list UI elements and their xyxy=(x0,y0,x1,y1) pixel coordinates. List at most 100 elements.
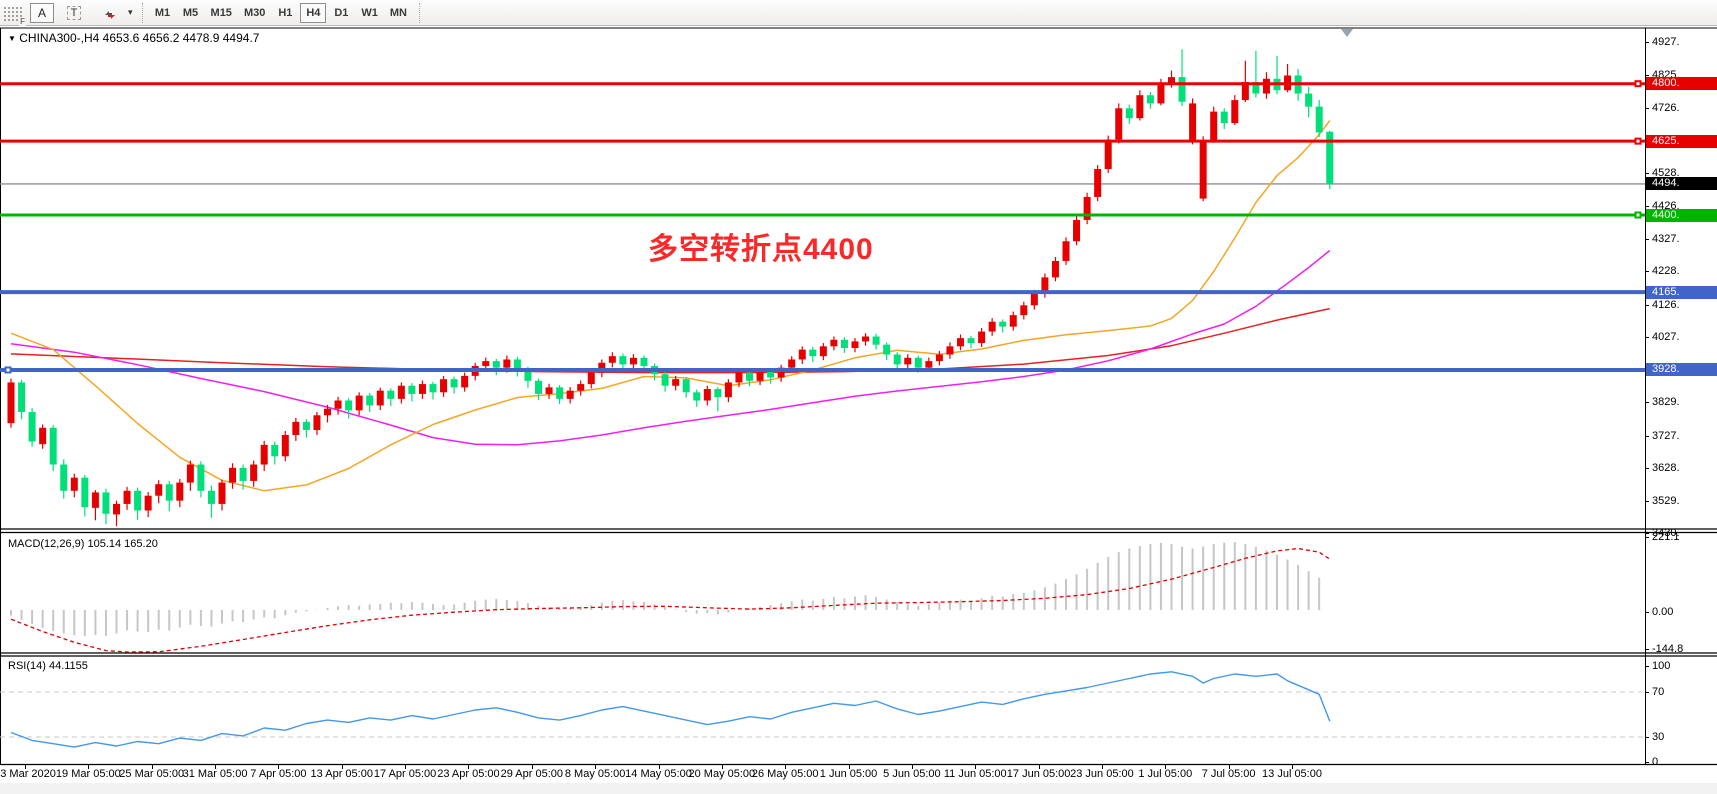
date-tick xyxy=(1101,765,1103,769)
date-label: 26 May 05:00 xyxy=(751,768,819,780)
candle xyxy=(714,389,722,398)
candle xyxy=(1178,77,1186,102)
candle xyxy=(914,357,922,368)
candle xyxy=(693,392,701,401)
timeframe-button-MN[interactable]: MN xyxy=(385,3,412,23)
text-label-tool-button[interactable]: T xyxy=(62,3,86,23)
bottom-strip xyxy=(0,783,1717,794)
candle xyxy=(703,389,711,401)
price-tick xyxy=(1645,271,1649,273)
candle xyxy=(1094,169,1102,197)
cursor-arrows-icon[interactable] xyxy=(94,2,126,24)
ma-orange-line xyxy=(10,120,1331,492)
candle xyxy=(134,490,142,511)
date-tick xyxy=(405,765,407,769)
candle xyxy=(1210,111,1218,141)
date-label: 17 Jun 05:00 xyxy=(1006,768,1071,780)
ma-red-line xyxy=(10,307,1330,374)
price-tick-label: 4528. xyxy=(1652,166,1680,179)
timeframe-button-H1[interactable]: H1 xyxy=(272,3,298,23)
date-label: 13 Apr 05:00 xyxy=(310,768,373,780)
timeframe-button-M5[interactable]: M5 xyxy=(178,3,204,23)
chart-shift-marker-icon[interactable] xyxy=(1341,29,1353,37)
date-tick xyxy=(911,765,913,769)
candle xyxy=(1220,111,1228,124)
candle xyxy=(387,390,395,399)
dropdown-caret-icon[interactable]: ▾ xyxy=(128,7,133,17)
candle xyxy=(1009,315,1017,327)
ma-magenta-line xyxy=(10,249,1331,446)
timeframe-toolbar: M1 M5 M15 M30 H1 H4 D1 W1 MN xyxy=(150,2,412,23)
price-tick xyxy=(1645,42,1649,43)
candle xyxy=(1315,106,1323,133)
candle xyxy=(397,385,405,399)
candle xyxy=(756,370,764,381)
price-tick-label: 4027. xyxy=(1652,331,1680,344)
macd-tick xyxy=(1645,612,1649,613)
candle xyxy=(988,321,996,332)
price-tick-label: 4726. xyxy=(1652,101,1680,114)
candle xyxy=(1051,260,1059,278)
candle xyxy=(155,484,163,496)
candle xyxy=(229,467,237,483)
candle xyxy=(819,346,827,357)
candle xyxy=(629,357,637,365)
candle xyxy=(482,361,490,367)
date-label: 31 Mar 05:00 xyxy=(182,768,248,780)
timeframe-button-M1[interactable]: M1 xyxy=(150,3,176,23)
candle xyxy=(7,382,15,424)
price-tick-label: 4228. xyxy=(1652,265,1680,278)
candle xyxy=(1136,95,1144,119)
candle xyxy=(946,346,954,355)
candle xyxy=(925,361,933,368)
candle xyxy=(1073,219,1081,242)
candle xyxy=(1305,93,1313,107)
date-label: 25 Mar 05:00 xyxy=(119,768,185,780)
date-label: 20 May 05:00 xyxy=(688,768,756,780)
date-label: 19 Mar 05:00 xyxy=(55,768,121,780)
date-tick xyxy=(341,765,343,769)
timeframe-button-D1[interactable]: D1 xyxy=(328,3,354,23)
macd-tick-label: 0.00 xyxy=(1652,606,1674,618)
timeframe-button-M30[interactable]: M30 xyxy=(239,3,270,23)
toolbar: F A T ▾ M1 M5 M15 M30 H1 H4 D1 W1 MN xyxy=(0,0,1717,26)
candle xyxy=(967,338,975,344)
candle xyxy=(1262,78,1270,94)
rsi-tick-label: 0 xyxy=(1652,756,1659,768)
date-tick xyxy=(721,765,723,769)
candle xyxy=(851,341,859,348)
symbol-dropdown-triangle-icon[interactable]: ▼ xyxy=(8,34,16,43)
candle xyxy=(840,339,848,348)
timeframe-button-H4[interactable]: H4 xyxy=(300,2,327,23)
candle xyxy=(250,464,258,481)
candle xyxy=(524,369,532,381)
toolbar-separator xyxy=(141,2,143,23)
candle xyxy=(461,375,469,388)
arrow-tool-button[interactable]: A xyxy=(30,2,54,23)
timeframe-button-W1[interactable]: W1 xyxy=(356,3,383,23)
candle xyxy=(144,495,152,511)
price-tick xyxy=(1645,402,1649,404)
candle xyxy=(302,421,310,431)
candle xyxy=(376,390,384,406)
up-down-arrows-icon xyxy=(105,10,115,19)
date-tick xyxy=(595,765,597,769)
candle xyxy=(545,387,553,394)
candle xyxy=(883,344,891,355)
chinese-annotation-text[interactable]: 多空转折点4400 xyxy=(648,233,874,266)
candle xyxy=(1041,277,1049,294)
candle xyxy=(271,444,279,457)
price-badge-3928: 3928. xyxy=(1646,363,1717,377)
candle xyxy=(1146,95,1154,104)
candle xyxy=(978,331,986,344)
date-label: 13 Mar 2020 xyxy=(0,768,56,780)
candle xyxy=(893,354,901,365)
timeframe-button-M15[interactable]: M15 xyxy=(206,3,237,23)
date-tick xyxy=(1165,765,1167,769)
candle xyxy=(608,356,616,363)
candle xyxy=(767,370,775,378)
symbol-period-label: CHINA300-,H4 xyxy=(19,31,100,45)
